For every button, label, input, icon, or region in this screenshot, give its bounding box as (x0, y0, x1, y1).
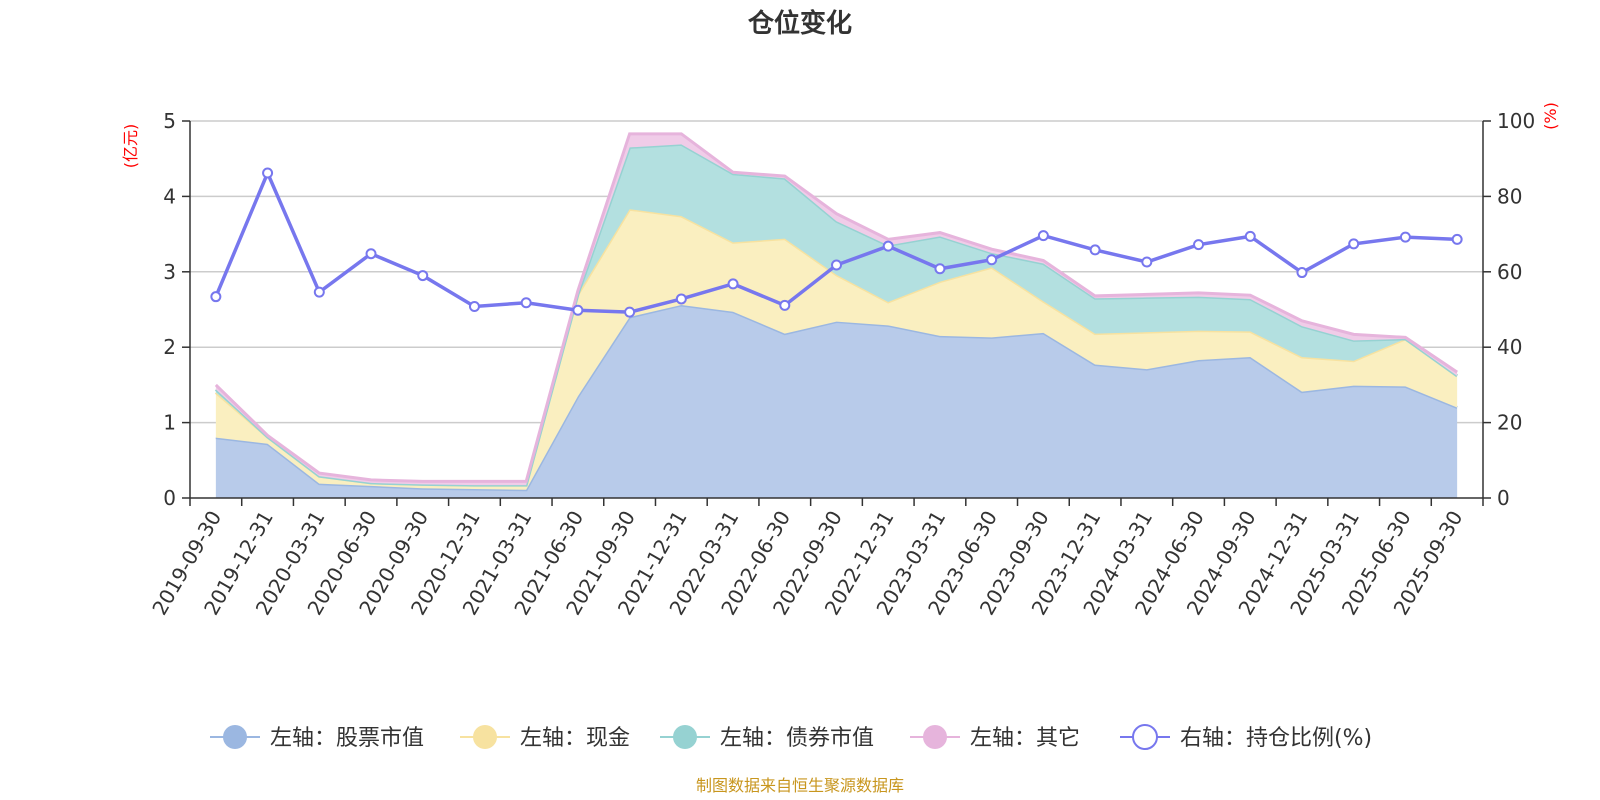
left-tick-label-2: 2 (163, 335, 176, 359)
ratio-point-2025-09-30 (1451, 233, 1463, 245)
legend-label-4: 左轴：其它 (970, 726, 1080, 751)
left-tick-label-3: 3 (163, 260, 176, 284)
ratio-point-2023-12-31 (1089, 244, 1101, 256)
area-edge-4 (214, 132, 1458, 483)
left-tick-label-0: 0 (163, 486, 176, 510)
ratio-point-2023-09-30 (1037, 230, 1049, 242)
ratio-point-2024-09-30 (1244, 230, 1256, 242)
legend-marker-3 (673, 725, 697, 749)
right-tick-label-20: 20 (1497, 411, 1522, 435)
legend-item-3: 左轴：债券市值 (660, 725, 874, 751)
ratio-point-2022-03-31 (727, 278, 739, 290)
legend-marker-4 (923, 725, 947, 749)
ratio-point-2020-09-30 (417, 270, 429, 282)
legend-marker-2 (473, 725, 497, 749)
legend-marker-5 (1132, 724, 1158, 750)
holding-ratio-line (210, 167, 1463, 318)
stacked-areas (214, 132, 1459, 498)
ratio-point-2021-03-31 (520, 297, 532, 309)
legend-label-5: 右轴：持仓比例(%) (1180, 726, 1372, 751)
ratio-point-2022-09-30 (831, 259, 842, 271)
ratio-point-2023-03-31 (934, 263, 946, 275)
left-tick-label-1: 1 (163, 411, 176, 435)
ratio-point-2022-12-31 (882, 240, 894, 252)
ratio-point-2020-12-31 (468, 300, 480, 312)
ratio-point-2021-09-30 (624, 306, 636, 318)
ratio-point-2025-03-31 (1348, 238, 1360, 250)
legend-item-4: 左轴：其它 (910, 725, 1080, 751)
right-axis-unit: (%) (1541, 102, 1560, 130)
legend-item-1: 左轴：股票市值 (210, 725, 424, 751)
right-tick-label-0: 0 (1497, 486, 1510, 510)
ratio-point-2021-12-31 (675, 293, 687, 305)
ratio-point-2023-06-30 (986, 254, 998, 266)
ratio-point-2020-06-30 (365, 248, 377, 260)
ratio-point-2021-06-30 (572, 304, 584, 316)
ratio-point-2022-06-30 (779, 299, 791, 311)
area-3 (215, 144, 1458, 486)
ratio-point-2025-06-30 (1399, 231, 1411, 243)
ratio-point-2020-03-31 (313, 286, 325, 298)
right-tick-label-100: 100 (1497, 109, 1535, 133)
area-2 (215, 209, 1458, 490)
left-tick-label-4: 4 (163, 184, 176, 208)
legend-label-3: 左轴：债券市值 (720, 726, 874, 751)
ratio-point-2024-12-31 (1296, 267, 1308, 279)
legend: 左轴：股票市值 左轴：现金 左轴：债券市值 左轴：其它 右轴：持仓比例(%) (210, 724, 1372, 751)
right-tick-label-80: 80 (1497, 184, 1522, 208)
ratio-point-2019-12-31 (262, 167, 274, 179)
area-1 (215, 304, 1458, 498)
source-note: 制图数据来自恒生聚源数据库 (696, 776, 904, 795)
ratio-point-2024-03-31 (1141, 256, 1153, 268)
ratio-point-2024-06-30 (1193, 239, 1205, 251)
legend-item-5: 右轴：持仓比例(%) (1120, 724, 1372, 751)
legend-item-2: 左轴：现金 (460, 725, 630, 751)
left-tick-label-5: 5 (163, 109, 176, 133)
legend-label-1: 左轴：股票市值 (270, 726, 424, 751)
legend-marker-1 (223, 725, 247, 749)
ratio-point-2019-09-30 (210, 291, 222, 303)
chart-title: 仓位变化 (747, 8, 852, 39)
legend-label-2: 左轴：现金 (520, 726, 630, 751)
right-tick-label-60: 60 (1497, 260, 1522, 284)
right-tick-label-40: 40 (1497, 335, 1522, 359)
left-axis-unit: (亿元) (121, 124, 140, 169)
